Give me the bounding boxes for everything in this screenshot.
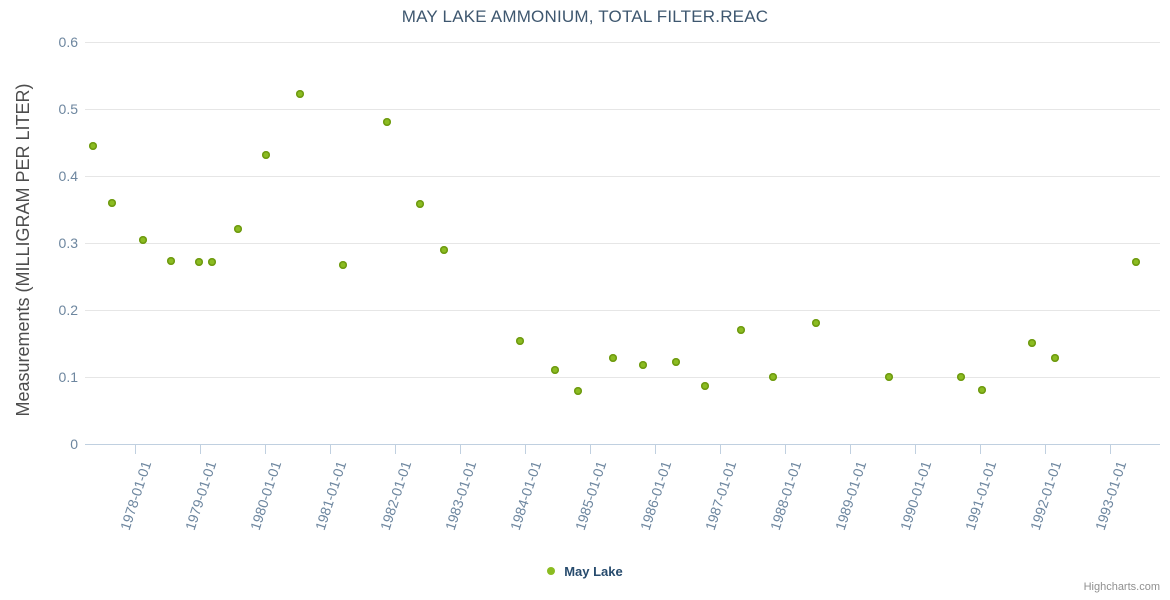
data-point[interactable] xyxy=(672,358,681,367)
x-axis-tick xyxy=(654,445,656,454)
x-axis-tick-label: 1982-01-01 xyxy=(376,459,415,533)
y-axis-tick-label: 0.3 xyxy=(58,235,78,251)
x-axis-tick xyxy=(784,445,786,454)
x-axis-tick xyxy=(590,445,591,454)
x-axis-tick-label: 1983-01-01 xyxy=(441,459,480,533)
data-point[interactable] xyxy=(207,258,216,267)
x-axis-tick xyxy=(525,445,526,454)
x-axis-tick-label: 1988-01-01 xyxy=(766,459,805,533)
x-axis-tick-label: 1991-01-01 xyxy=(961,459,1000,533)
x-axis-tick-label: 1985-01-01 xyxy=(571,459,610,533)
x-axis-tick-label: 1979-01-01 xyxy=(181,459,220,533)
y-axis-labels: 0.6 0.5 0.4 0.3 0.2 0.1 0 xyxy=(8,34,78,452)
data-point[interactable] xyxy=(234,224,243,233)
gridline xyxy=(85,42,1160,43)
data-point[interactable] xyxy=(194,257,203,266)
x-axis-tick-label: 1993-01-01 xyxy=(1091,459,1130,533)
data-point[interactable] xyxy=(296,90,305,99)
plot-area xyxy=(85,42,1160,444)
data-point[interactable] xyxy=(262,150,271,159)
x-axis-labels: 1978-01-01 1979-01-01 1980-01-01 1981-01-01… xyxy=(0,459,1170,554)
y-axis-tick-label: 0 xyxy=(70,436,78,452)
credits-label[interactable]: Highcharts.com xyxy=(1083,581,1160,593)
x-axis-tick xyxy=(719,445,721,454)
data-point[interactable] xyxy=(515,337,524,346)
x-axis-tick-label: 1981-01-01 xyxy=(311,459,350,533)
data-point[interactable] xyxy=(1027,338,1036,347)
x-axis-tick-label: 1986-01-01 xyxy=(636,459,675,533)
x-axis-tick xyxy=(460,445,461,454)
y-axis-tick-label: 0.1 xyxy=(58,369,78,385)
data-point[interactable] xyxy=(977,386,986,395)
x-axis-tick xyxy=(265,445,267,454)
legend-marker-icon xyxy=(547,566,556,575)
data-point[interactable] xyxy=(339,261,348,270)
data-point[interactable] xyxy=(415,200,424,209)
legend-item-may-lake[interactable]: May Lake xyxy=(564,564,623,580)
data-point[interactable] xyxy=(167,257,176,266)
gridline xyxy=(85,310,1160,311)
gridline xyxy=(85,176,1160,177)
data-point[interactable] xyxy=(884,373,893,381)
x-axis-tick xyxy=(1109,445,1111,454)
data-point[interactable] xyxy=(737,326,746,335)
data-point[interactable] xyxy=(957,373,966,381)
y-axis-tick-label: 0.6 xyxy=(58,34,78,50)
x-axis-tick xyxy=(979,445,981,454)
data-point[interactable] xyxy=(1050,354,1059,363)
x-axis-tick-label: 1992-01-01 xyxy=(1026,459,1065,533)
chart-title: MAY LAKE AMMONIUM, TOTAL FILTER.REAC xyxy=(401,7,769,26)
y-axis-tick-label: 0.5 xyxy=(58,101,78,117)
data-point[interactable] xyxy=(1131,258,1140,267)
x-axis-tick xyxy=(1044,445,1046,454)
y-axis-tick-label: 0.4 xyxy=(58,168,78,184)
x-axis-line xyxy=(85,444,1160,445)
data-point[interactable] xyxy=(107,198,116,207)
x-axis-tick-label: 1984-01-01 xyxy=(506,459,545,533)
x-axis-tick xyxy=(200,445,202,454)
x-axis-tick xyxy=(395,445,397,454)
x-axis-tick-label: 1990-01-01 xyxy=(896,459,935,533)
data-point[interactable] xyxy=(138,235,147,244)
y-axis-tick-label: 0.2 xyxy=(58,302,78,318)
chart-legend[interactable]: May Lake xyxy=(0,563,1170,579)
data-point[interactable] xyxy=(638,360,647,369)
x-axis-ticks xyxy=(0,445,1170,455)
data-point[interactable] xyxy=(88,141,97,150)
x-axis-tick xyxy=(135,445,137,454)
data-point[interactable] xyxy=(701,382,710,391)
x-axis-tick xyxy=(914,445,916,454)
data-point[interactable] xyxy=(811,318,820,327)
gridline xyxy=(85,377,1160,378)
x-axis-tick-label: 1978-01-01 xyxy=(116,459,155,533)
gridline xyxy=(85,243,1160,244)
x-axis-tick-label: 1980-01-01 xyxy=(246,459,285,533)
data-point[interactable] xyxy=(383,117,392,126)
x-axis-tick xyxy=(330,445,332,454)
data-point[interactable] xyxy=(440,245,449,254)
data-point[interactable] xyxy=(609,353,618,362)
x-axis-tick-label: 1989-01-01 xyxy=(831,459,870,533)
x-axis-tick-label: 1987-01-01 xyxy=(701,459,740,533)
data-point[interactable] xyxy=(574,387,583,396)
x-axis-tick xyxy=(849,445,851,454)
data-point[interactable] xyxy=(550,365,559,374)
data-point[interactable] xyxy=(769,373,778,381)
gridline xyxy=(85,109,1160,110)
